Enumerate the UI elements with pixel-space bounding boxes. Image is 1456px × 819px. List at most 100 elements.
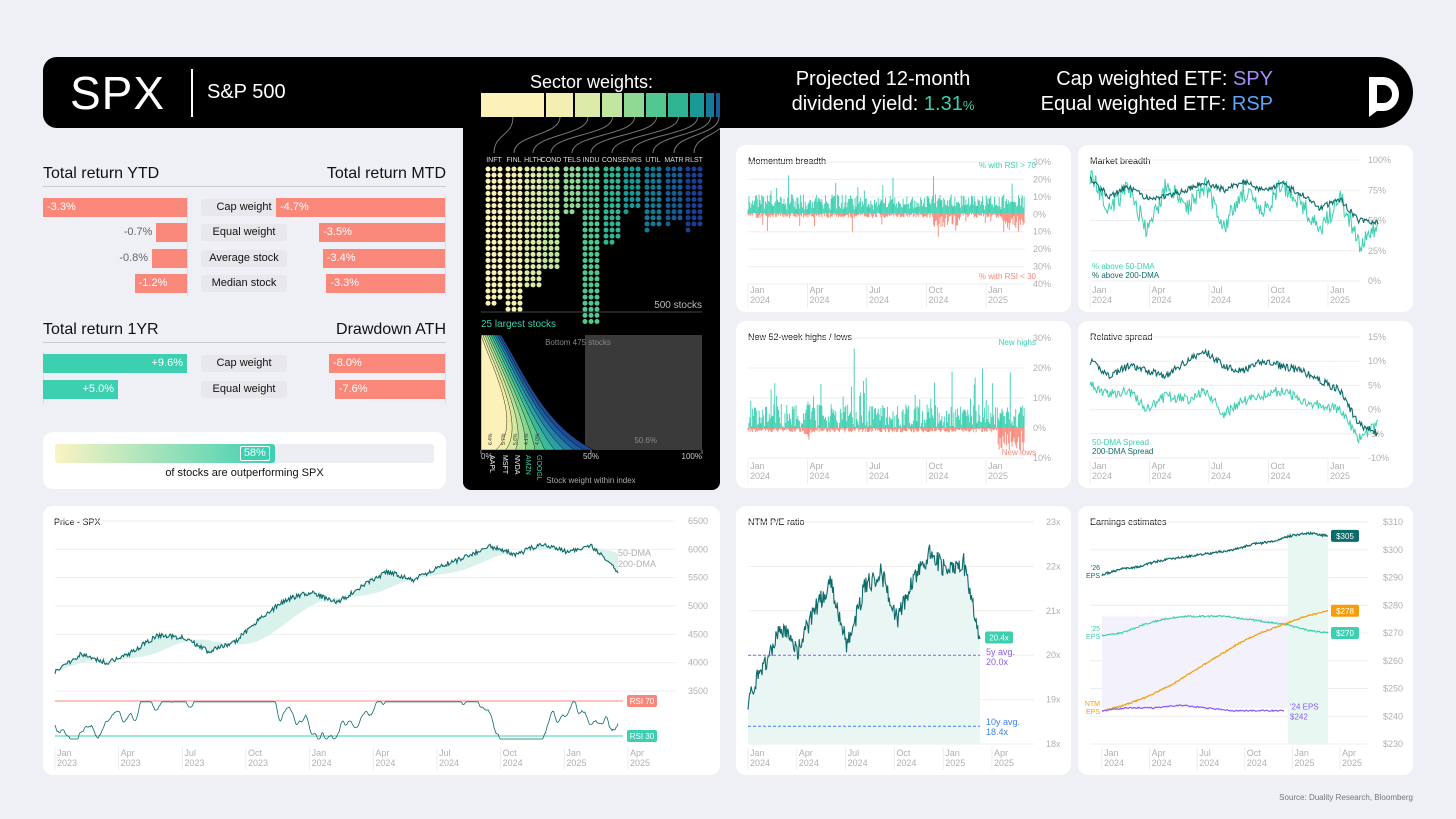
sector-stock-dot bbox=[511, 306, 517, 312]
ticker-title: SPX bbox=[70, 67, 166, 119]
sector-stock-dot bbox=[542, 203, 548, 209]
sector-stock-dot bbox=[691, 184, 697, 190]
eq-etf-ticker[interactable]: RSP bbox=[1231, 93, 1273, 115]
sector-stock-dot bbox=[582, 197, 588, 202]
sector-stock-dot bbox=[485, 251, 491, 257]
sector-stock-dot bbox=[542, 221, 548, 227]
sector-stock-dot bbox=[685, 227, 691, 233]
sector-stock-dot bbox=[582, 282, 588, 288]
sector-stock-dot bbox=[511, 166, 517, 172]
sector-stock-dot bbox=[517, 245, 523, 251]
sector-stock-dot bbox=[603, 227, 609, 233]
sector-stock-dot bbox=[485, 300, 491, 306]
yr-bar-0: +9.6% bbox=[43, 354, 187, 373]
index-name: S&P 500 bbox=[207, 81, 286, 103]
sector-stock-dot bbox=[588, 184, 594, 190]
sector-stock-dot bbox=[524, 209, 530, 215]
sector-stock-dot bbox=[485, 190, 491, 196]
ytd-bar-0: -3.3% bbox=[43, 198, 187, 217]
mtd-bar-0: -4.7% bbox=[276, 198, 445, 217]
x-tick-label: Jan bbox=[750, 748, 765, 758]
sector-stock-dot bbox=[697, 203, 703, 209]
y-tick-label: 0% bbox=[1368, 405, 1381, 415]
sector-stock-dot bbox=[615, 203, 621, 209]
sector-stock-dot bbox=[511, 227, 517, 233]
x-tick-year: 2025 bbox=[1330, 471, 1350, 481]
y-tick-label: 20% bbox=[1033, 363, 1051, 373]
sector-stock-dot bbox=[650, 209, 656, 215]
sector-stock-dot bbox=[644, 209, 650, 215]
sector-stock-dot bbox=[609, 233, 615, 239]
sector-stock-dot bbox=[644, 203, 650, 209]
sector-stock-dot bbox=[511, 184, 517, 190]
sector-stock-dot bbox=[491, 221, 497, 227]
y-tick-label: $250 bbox=[1383, 684, 1403, 694]
sector-stock-dot bbox=[548, 172, 554, 178]
pe-card: NTM P/E ratio 23x 22x 21x 20x 19x 18x Jan 2024 A… bbox=[736, 506, 1071, 775]
cap-etf-ticker[interactable]: SPY bbox=[1232, 68, 1273, 90]
sector-stock-dot bbox=[656, 215, 662, 221]
x-tick-label: Jul bbox=[1199, 748, 1211, 758]
sector-stock-dot bbox=[530, 264, 536, 270]
sector-stock-dot bbox=[575, 203, 581, 209]
sector-stock-dot bbox=[530, 276, 536, 282]
ytd-axis bbox=[187, 196, 188, 296]
sector-connector bbox=[571, 116, 635, 154]
sector-stock-dot bbox=[656, 221, 662, 227]
sector-stock-dot bbox=[665, 166, 671, 172]
sector-stock-dot bbox=[697, 215, 703, 221]
sector-stock-dot bbox=[511, 282, 517, 288]
sector-weight-block bbox=[575, 93, 600, 117]
sector-stock-dot bbox=[548, 178, 554, 184]
pe-chart: 23x22x21x20x19x18xJan2024Apr2024Jul2024O… bbox=[747, 517, 1061, 770]
yr-axis bbox=[43, 352, 44, 404]
sector-stock-dot bbox=[505, 270, 511, 276]
y-tick-label: 40% bbox=[1033, 279, 1051, 289]
sector-stock-dot bbox=[497, 166, 503, 172]
sector-stock-dot bbox=[563, 166, 569, 172]
sector-stock-dot bbox=[588, 197, 594, 202]
dividend-label-line1: Projected 12-month bbox=[795, 68, 971, 90]
row-label-3: Median stock bbox=[201, 275, 287, 292]
x-tick-label: Oct bbox=[248, 748, 263, 758]
sector-stock-dot bbox=[563, 190, 569, 196]
title-divider bbox=[191, 69, 193, 117]
sector-stock-dot bbox=[524, 190, 530, 196]
x-tick-year: 2024 bbox=[810, 295, 830, 305]
y-tick-label: 4000 bbox=[688, 658, 708, 668]
sector-stock-dot bbox=[505, 215, 511, 221]
legend-bottom: % with RSI < 30 bbox=[979, 272, 1037, 281]
sector-stock-dot bbox=[542, 245, 548, 251]
sector-stock-dot bbox=[554, 178, 560, 184]
drawdown-title: Drawdown ATH bbox=[336, 321, 446, 338]
sector-stock-dot bbox=[582, 312, 588, 318]
x-tick-year: 2024 bbox=[896, 758, 916, 768]
sector-stock-dot bbox=[505, 258, 511, 263]
sector-stock-dot bbox=[609, 190, 615, 196]
sector-stock-dot bbox=[497, 178, 503, 184]
sector-stock-dot bbox=[517, 203, 523, 209]
ticker-pct: 6.4% bbox=[488, 433, 494, 445]
sector-stock-dot bbox=[685, 184, 691, 190]
sector-label: INDU bbox=[582, 157, 599, 164]
sector-stock-dot bbox=[650, 203, 656, 209]
sector-stock-dot bbox=[554, 172, 560, 178]
sector-stock-dot bbox=[697, 178, 703, 184]
sector-stock-dot bbox=[677, 215, 683, 221]
sector-x-title: Stock weight within index bbox=[546, 476, 635, 485]
eps25-label-2: EPS bbox=[1086, 634, 1100, 641]
sector-stock-dot bbox=[575, 166, 581, 172]
sector-stock-dot bbox=[530, 166, 536, 172]
sector-stock-dot bbox=[697, 190, 703, 196]
sector-stock-dot bbox=[644, 190, 650, 196]
sector-title: Sector weights: bbox=[529, 72, 654, 92]
eps24-line bbox=[1101, 703, 1285, 713]
sector-stock-dot bbox=[697, 221, 703, 227]
sector-stock-dot bbox=[569, 166, 575, 172]
sector-stock-dot bbox=[511, 172, 517, 178]
y-tick-label: 6000 bbox=[688, 544, 708, 554]
yr-row-label-0: Cap weight bbox=[201, 355, 287, 372]
sector-connector bbox=[673, 116, 720, 154]
sector-stock-dot bbox=[524, 233, 530, 239]
ytd-bar-2 bbox=[152, 249, 187, 268]
